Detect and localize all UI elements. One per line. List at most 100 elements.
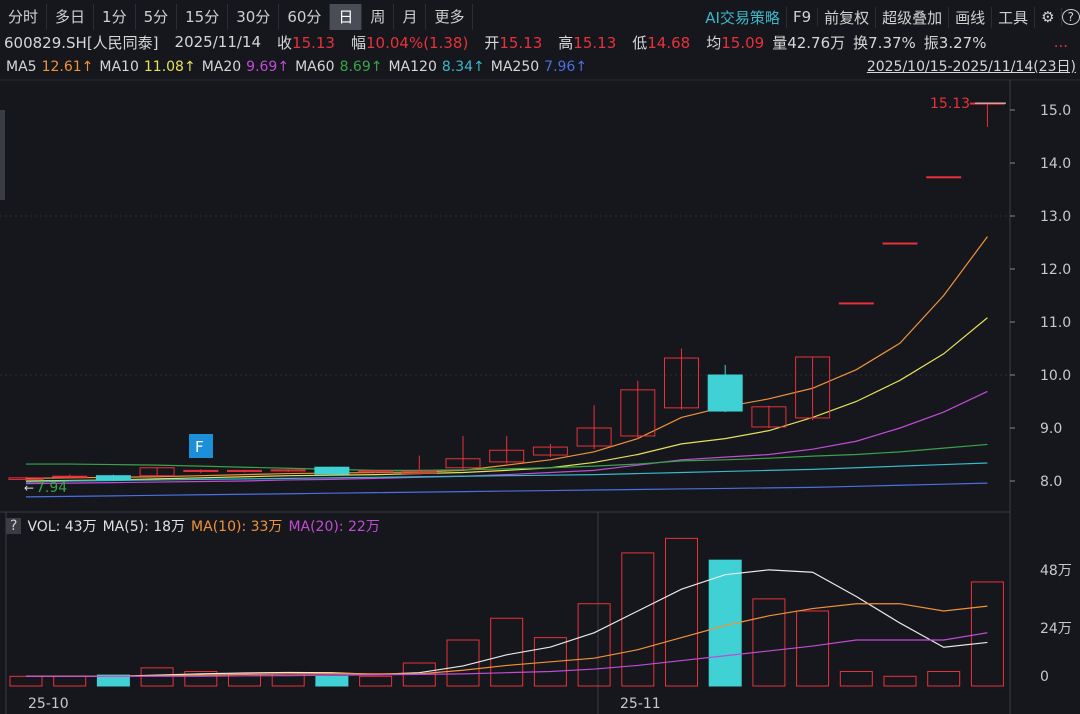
candle-up xyxy=(838,302,874,305)
x-label: 25-10 xyxy=(28,696,69,712)
candle-up xyxy=(270,469,306,472)
x-label: 25-11 xyxy=(620,696,661,712)
symbol[interactable]: 600829.SH[人民同泰] xyxy=(4,33,159,52)
ma-value-ma60: 8.69↑ xyxy=(339,59,383,75)
tool-3[interactable]: 超级叠加 xyxy=(876,6,950,28)
open-label: 开 xyxy=(484,33,500,52)
more-button[interactable]: ... xyxy=(1053,33,1068,51)
tool-5[interactable]: 工具 xyxy=(992,6,1036,28)
volume-bar xyxy=(446,639,480,687)
candle-up xyxy=(926,176,962,179)
candle-up xyxy=(139,467,175,477)
low-label: 低 xyxy=(632,33,648,52)
tool-1[interactable]: F9 xyxy=(787,8,819,26)
volume-bar xyxy=(359,675,393,687)
vol-ma-ma5 xyxy=(26,569,988,677)
avg-field: 均15.09 xyxy=(698,32,764,53)
candle-up xyxy=(183,469,219,472)
volume-tick: 24万 xyxy=(1040,621,1072,637)
candle-up xyxy=(751,406,787,428)
candle-up xyxy=(8,477,44,480)
ma-line-ma10 xyxy=(25,317,988,482)
close-label: 收 xyxy=(277,33,293,52)
help-icon[interactable]: ? xyxy=(1061,9,1080,25)
volume-bar xyxy=(96,674,130,687)
price-tick: 13.0 xyxy=(1040,209,1071,225)
ma-line-ma120 xyxy=(25,462,988,483)
high-field: 高15.13 xyxy=(550,32,616,53)
vol-ma5: MA(5): 18万 xyxy=(102,519,186,535)
tab-8[interactable]: 周 xyxy=(362,4,395,30)
volume-bar xyxy=(490,617,524,687)
ma-line-ma250 xyxy=(25,482,988,498)
candle-down xyxy=(95,475,131,481)
ma-value-ma20: 9.69↑ xyxy=(246,59,290,75)
volume-bar xyxy=(533,637,567,687)
vol-ma-ma10 xyxy=(26,603,988,677)
ma-label-ma250: MA250 xyxy=(490,59,540,75)
low-field: 低14.68 xyxy=(624,32,690,53)
candle-up xyxy=(358,470,394,473)
ma-label-ma10: MA10 xyxy=(99,59,139,75)
tool-2[interactable]: 前复权 xyxy=(818,6,877,28)
tab-0[interactable]: 分时 xyxy=(0,4,48,30)
volume-bar xyxy=(839,670,873,687)
candle-up xyxy=(795,356,831,419)
vol-ma10: MA(10): 33万 xyxy=(191,519,283,535)
price-tick: 8.0 xyxy=(1040,474,1062,490)
tab-6[interactable]: 60分 xyxy=(279,4,331,30)
ma-value-ma250: 7.96↑ xyxy=(544,59,588,75)
toolbar: AI交易策略 F9 前复权 超级叠加 画线 工具 ⚙? xyxy=(699,4,1080,30)
ma-label-ma5: MA5 xyxy=(6,59,37,75)
vol-ma-ma20 xyxy=(26,632,988,677)
ma-value-ma10: 11.08↑ xyxy=(143,59,196,75)
volume-bar xyxy=(883,675,917,687)
candle-up xyxy=(576,427,612,447)
price-tick: 10.0 xyxy=(1040,368,1071,384)
tool-4[interactable]: 画线 xyxy=(949,6,993,28)
tab-7[interactable]: 日 xyxy=(330,4,363,30)
date-range-selector[interactable]: 2025/10/15-2025/11/14(23日) xyxy=(866,59,1076,75)
volume-bar xyxy=(752,598,786,687)
candle-down xyxy=(314,466,350,475)
ma-label-ma120: MA120 xyxy=(388,59,437,75)
change-field: 幅10.04%(1.38) xyxy=(343,32,468,53)
tool-0[interactable]: AI交易策略 xyxy=(699,6,787,28)
arrow-left-icon: ← xyxy=(24,481,34,495)
tab-10[interactable]: 更多 xyxy=(426,4,474,30)
f9-marker-label: F xyxy=(195,438,204,456)
ma-line-ma60 xyxy=(26,443,988,471)
ma-label-ma60: MA60 xyxy=(295,59,335,75)
gear-icon[interactable]: ⚙ xyxy=(1035,8,1062,26)
close-field: 收15.13 xyxy=(269,32,335,53)
tab-3[interactable]: 5分 xyxy=(136,4,178,30)
tab-1[interactable]: 多日 xyxy=(47,4,95,30)
price-tick: 11.0 xyxy=(1040,315,1071,331)
volume-tick: 48万 xyxy=(1040,563,1072,579)
ma-value-ma5: 12.61↑ xyxy=(41,59,94,75)
candle-up xyxy=(664,357,699,409)
tab-5[interactable]: 30分 xyxy=(228,4,280,30)
volume-bar xyxy=(577,603,611,687)
candle-up xyxy=(532,446,568,456)
avg-label: 均 xyxy=(706,33,722,52)
candle-up xyxy=(227,469,262,472)
tab-9[interactable]: 月 xyxy=(394,4,427,30)
ma-line-ma5 xyxy=(25,236,988,479)
ma-value-ma120: 8.34↑ xyxy=(441,59,485,75)
turnover-value: 换7.37% xyxy=(853,33,916,52)
candle-up xyxy=(882,242,918,245)
price-tick: 12.0 xyxy=(1040,262,1071,278)
tab-2[interactable]: 1分 xyxy=(94,4,136,30)
amplitude-value: 振3.27% xyxy=(923,33,987,52)
scrollbar xyxy=(0,110,5,200)
high-value: 15.13 xyxy=(573,33,617,52)
volume-bar xyxy=(927,670,961,687)
volume-bar xyxy=(184,670,218,687)
date: 2025/11/14 xyxy=(174,33,262,51)
tab-4[interactable]: 15分 xyxy=(177,4,229,30)
help-button[interactable]: ? xyxy=(6,518,22,534)
volume-bar xyxy=(9,675,43,687)
quote-info: 600829.SH[人民同泰] 2025/11/14 收15.13 幅10.04… xyxy=(0,31,1080,53)
